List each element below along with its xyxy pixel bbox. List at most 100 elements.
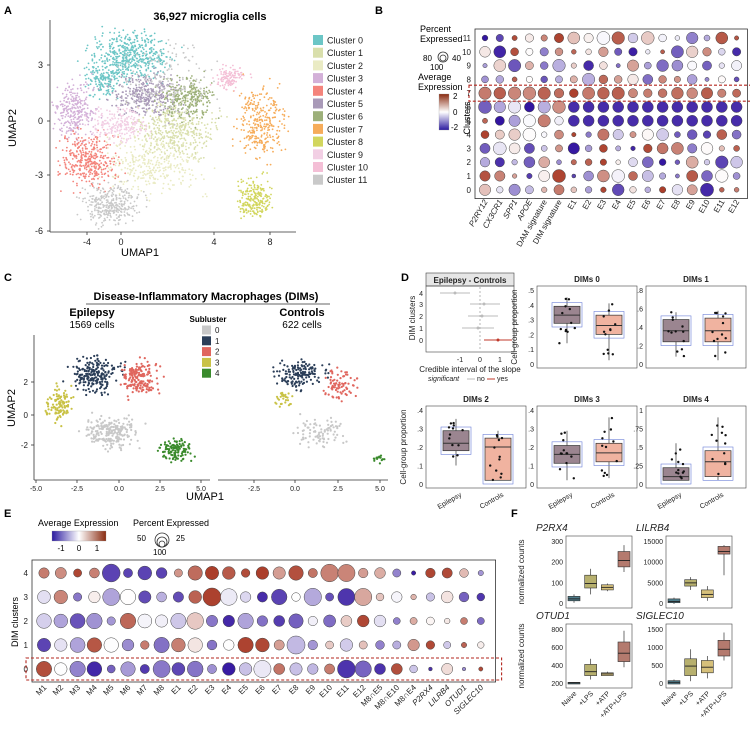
umap-point bbox=[97, 213, 99, 215]
umap-point bbox=[85, 50, 87, 52]
dotplot-b-dot bbox=[661, 50, 665, 54]
umap-point bbox=[70, 133, 72, 135]
umap-point bbox=[279, 120, 281, 122]
umap-point bbox=[149, 200, 151, 202]
dotplot-b-row-label: 1 bbox=[467, 172, 472, 181]
umap-point bbox=[90, 219, 92, 221]
umap-point bbox=[146, 38, 148, 40]
umap-point bbox=[116, 69, 118, 71]
umap-point bbox=[184, 112, 186, 114]
umap-point bbox=[113, 210, 115, 212]
umap-point bbox=[143, 77, 145, 79]
umap-point bbox=[119, 39, 121, 41]
umap-point bbox=[112, 64, 114, 66]
subcluster-legend-title: Subluster bbox=[190, 315, 227, 324]
umap-point bbox=[136, 198, 138, 200]
umap-point bbox=[94, 94, 96, 96]
umap-point bbox=[268, 99, 270, 101]
dotplot-b-dot bbox=[686, 32, 698, 44]
umap-point bbox=[273, 125, 275, 127]
umap-point bbox=[164, 78, 166, 80]
dotplot-b-dot bbox=[643, 74, 653, 84]
umap-point bbox=[82, 105, 84, 107]
dims-point bbox=[156, 370, 158, 372]
umap-point bbox=[96, 141, 98, 143]
umap-point bbox=[112, 194, 114, 196]
umap-point bbox=[108, 89, 110, 91]
umap-point bbox=[259, 157, 261, 159]
umap-point bbox=[104, 140, 106, 142]
umap-point bbox=[170, 95, 172, 97]
umap-point bbox=[219, 110, 221, 112]
umap-point bbox=[145, 45, 147, 47]
umap-point bbox=[146, 197, 148, 199]
umap-point bbox=[64, 105, 66, 107]
umap-point bbox=[241, 93, 243, 95]
umap-point bbox=[179, 133, 181, 135]
dotplot-b-row-label: 5 bbox=[467, 117, 472, 126]
umap-point bbox=[95, 109, 97, 111]
umap-point bbox=[270, 136, 272, 138]
umap-point bbox=[182, 180, 184, 182]
umap-point bbox=[112, 123, 114, 125]
dims-point bbox=[138, 447, 140, 449]
umap-point bbox=[189, 102, 191, 104]
umap-point bbox=[249, 204, 251, 206]
umap-y-label: UMAP2 bbox=[7, 109, 19, 147]
umap-point bbox=[125, 159, 127, 161]
umap-point bbox=[63, 125, 65, 127]
umap-point bbox=[183, 160, 185, 162]
umap-point bbox=[109, 219, 111, 221]
umap-point bbox=[158, 137, 160, 139]
umap-point bbox=[106, 141, 108, 143]
umap-point bbox=[135, 89, 137, 91]
dims-point bbox=[86, 426, 88, 428]
dims-point bbox=[66, 394, 68, 396]
umap-point bbox=[136, 129, 138, 131]
dotplot-b-dot bbox=[734, 187, 739, 192]
umap-point bbox=[253, 198, 255, 200]
umap-point bbox=[106, 133, 108, 135]
umap-point bbox=[142, 90, 144, 92]
cluster-legend-swatch bbox=[313, 124, 323, 134]
umap-point bbox=[117, 185, 119, 187]
umap-point bbox=[171, 80, 173, 82]
umap-point bbox=[96, 138, 98, 140]
umap-point bbox=[70, 119, 72, 121]
umap-point bbox=[67, 90, 69, 92]
umap-point bbox=[95, 128, 97, 130]
umap-point bbox=[124, 145, 126, 147]
umap-point bbox=[238, 190, 240, 192]
cluster-legend-label: Cluster 11 bbox=[327, 175, 367, 185]
umap-point bbox=[165, 169, 167, 171]
umap-point bbox=[148, 100, 150, 102]
umap-point bbox=[129, 88, 131, 90]
umap-point bbox=[93, 195, 95, 197]
umap-point bbox=[145, 89, 147, 91]
umap-point bbox=[141, 139, 143, 141]
umap-point bbox=[156, 119, 158, 121]
umap-point bbox=[139, 46, 141, 48]
umap-point bbox=[99, 81, 101, 83]
umap-point bbox=[101, 43, 103, 45]
umap-point bbox=[116, 97, 118, 99]
umap-point bbox=[167, 80, 169, 82]
umap-point bbox=[128, 130, 130, 132]
umap-point bbox=[100, 57, 102, 59]
umap-point bbox=[94, 173, 96, 175]
umap-point bbox=[258, 117, 260, 119]
umap-point bbox=[100, 203, 102, 205]
umap-point bbox=[140, 97, 142, 99]
dims-point bbox=[136, 372, 138, 374]
umap-point bbox=[176, 101, 178, 103]
umap-point bbox=[91, 204, 93, 206]
umap-x-tick-label: 0 bbox=[118, 237, 123, 247]
umap-point bbox=[178, 141, 180, 143]
umap-point bbox=[140, 72, 142, 74]
dims-point bbox=[115, 380, 117, 382]
umap-point bbox=[267, 199, 269, 201]
umap-point bbox=[193, 137, 195, 139]
umap-point bbox=[246, 212, 248, 214]
umap-point bbox=[121, 211, 123, 213]
umap-point bbox=[251, 136, 253, 138]
